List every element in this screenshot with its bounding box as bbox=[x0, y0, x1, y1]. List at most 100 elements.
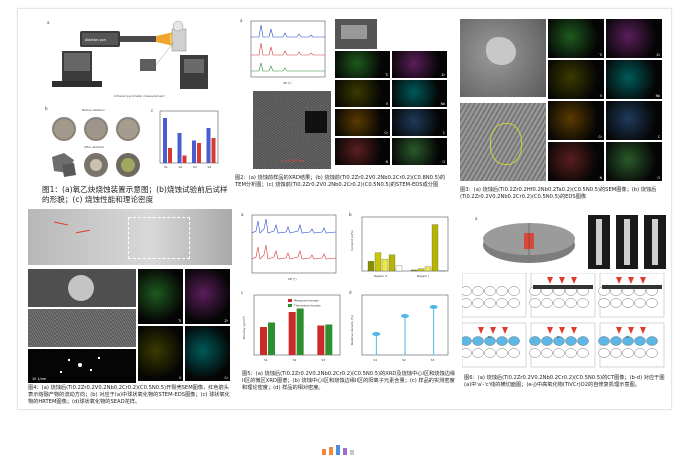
fig1c-tick-label: S4 bbox=[208, 165, 212, 169]
fig2-panel: a 2θ (°) d = 0.257 nm Ti Zr V Nb Cr C N O 图2：(a… bbox=[231, 15, 453, 211]
fig1b-samples: b Before ablation After ablation bbox=[45, 106, 140, 177]
fig6-grain bbox=[646, 298, 658, 308]
fig6-grain bbox=[462, 336, 472, 346]
fig6-grain bbox=[634, 298, 646, 308]
fig1c-tick-label: S2 bbox=[179, 165, 183, 169]
fig2a-xrd-chart: a 2θ (°) bbox=[240, 18, 326, 85]
eds-map-o: O bbox=[606, 142, 662, 181]
fig4c-hrtem-image bbox=[28, 309, 136, 347]
fig2a-xrd-trace-mid bbox=[251, 42, 325, 56]
fig5b-bar-nb bbox=[431, 224, 439, 272]
fig3-eds-maps: Ti Zr V Nb Cr C N O bbox=[548, 19, 664, 181]
eds-map-label: Ti bbox=[178, 319, 181, 323]
fig5b-bar-zr bbox=[374, 252, 382, 272]
eds-map-cr: Cr bbox=[185, 326, 230, 381]
eds-map-label: N bbox=[599, 176, 602, 180]
fig6-o2-arrow bbox=[628, 277, 634, 284]
fig6b-cross-section bbox=[588, 215, 610, 269]
fig6d-cross-section bbox=[644, 215, 666, 269]
fig6-o2-arrow bbox=[547, 277, 553, 284]
fig6-o2-arrow bbox=[502, 327, 508, 334]
svg-text:c: c bbox=[151, 108, 153, 113]
eds-map-v: V bbox=[138, 326, 183, 381]
fig6-o2-arrow bbox=[547, 327, 553, 334]
fig5c-bar bbox=[325, 324, 333, 355]
fig6-o2-label: O₂ bbox=[626, 335, 630, 339]
fig6-o2-arrow bbox=[616, 277, 622, 284]
fig3a-sem-image bbox=[460, 19, 546, 97]
figure-sheet: a Ablation gun Infrared pyrometer measur… bbox=[17, 8, 672, 410]
fig5d-point bbox=[429, 305, 438, 309]
fig1c-tick-label: S3 bbox=[193, 165, 197, 169]
fig2a-xlabel: 2θ (°) bbox=[283, 81, 292, 85]
fig6-panel: a O₂O₂O₂O₂O₂ 图6：(a) 烧蚀后(Ti0.2Zr0.2V0.2Nb… bbox=[458, 211, 670, 407]
pager-dot[interactable] bbox=[322, 449, 326, 455]
fig6-o2-label: O₂ bbox=[488, 335, 492, 339]
fig5d-tick-label: S2 bbox=[402, 358, 406, 362]
fig6c-cross-section bbox=[616, 215, 638, 269]
svg-text:a: a bbox=[475, 216, 478, 221]
eds-map-ti: Ti bbox=[138, 269, 183, 324]
eds-map-v: V bbox=[548, 60, 604, 99]
fig5c-bar bbox=[288, 312, 296, 355]
fig1c-bar bbox=[177, 133, 182, 163]
fig1c-bar bbox=[206, 128, 211, 163]
panel-letter: d bbox=[349, 290, 352, 295]
fig5b-bar-ti bbox=[367, 261, 375, 272]
pager-dot[interactable] bbox=[329, 447, 333, 455]
fig6-grain bbox=[634, 348, 646, 358]
panel-letter: c bbox=[241, 290, 243, 295]
fig2c-stem-image bbox=[335, 19, 377, 49]
eds-map-c: C bbox=[392, 109, 447, 136]
fig5d-tick-label: S1 bbox=[373, 358, 377, 362]
fig5c-legend-label: Theoretical density bbox=[293, 304, 321, 308]
fig5d-ylabel: Relative density (%) bbox=[350, 315, 354, 345]
fig6-grain bbox=[484, 336, 496, 346]
fig4b-eds-maps: Ti Zr V Cr bbox=[138, 269, 232, 383]
fig1-ablation-gun-label: Ablation gun bbox=[85, 38, 106, 42]
fig6-grain bbox=[598, 336, 610, 346]
eds-map-n: N bbox=[548, 142, 604, 181]
fig2c-eds-maps: Ti Zr V Nb Cr C N O bbox=[335, 51, 449, 169]
fig5c-bar bbox=[268, 322, 275, 355]
fig6-o2-label: O₂ bbox=[557, 335, 561, 339]
fig6-grain bbox=[508, 348, 520, 358]
pager-dot[interactable] bbox=[336, 445, 340, 455]
eds-map-label: V bbox=[599, 94, 602, 98]
eds-map-label: Ti bbox=[385, 73, 388, 77]
fig5b-tick-label: Region I bbox=[417, 274, 429, 278]
eds-map-label: Zr bbox=[224, 319, 229, 323]
fig5a-xlabel: 2θ (°) bbox=[288, 277, 297, 281]
fig6-grain bbox=[577, 348, 589, 358]
fig6-o2-arrow bbox=[490, 327, 496, 334]
fig6-grain bbox=[610, 298, 622, 308]
eds-map-label: Nb bbox=[440, 102, 445, 106]
pager-dot[interactable] bbox=[350, 450, 354, 455]
fig5c-bar bbox=[260, 327, 267, 355]
fig2a-xrd-trace-bottom bbox=[251, 62, 325, 72]
fig6a-ct-image: a bbox=[475, 216, 575, 263]
fig3-caption: 图3：(a) 烧蚀后(Ti0.2Zr0.2Hf0.2Nb0.2Ta0.2)(C0… bbox=[460, 187, 657, 201]
fig5c-tick-label: S2 bbox=[293, 358, 297, 362]
eds-map-o: O bbox=[392, 138, 447, 165]
eds-map-nb: Nb bbox=[392, 80, 447, 107]
fig6-grain bbox=[529, 348, 541, 358]
fig6-grain bbox=[553, 348, 565, 358]
fig5a-xrd-chart: a 2θ (°) bbox=[241, 212, 337, 281]
fig6-grain bbox=[622, 348, 634, 358]
fig5c-ylabel: Density (g/cm³) bbox=[242, 316, 246, 339]
fig5c-tick-label: S3 bbox=[321, 358, 325, 362]
fig4a-sem-image bbox=[28, 209, 232, 265]
fig5c-legend-swatch bbox=[288, 299, 292, 302]
fig5b-ylabel: Content (at%) bbox=[350, 230, 354, 251]
fig6-grain bbox=[541, 298, 553, 308]
fig5d-point bbox=[401, 314, 409, 318]
eds-map-v: V bbox=[335, 80, 390, 107]
fig6-grain bbox=[472, 298, 484, 308]
pager-dot[interactable] bbox=[343, 448, 347, 455]
fig5b-bar-zr bbox=[417, 268, 425, 272]
fig6-o2-arrow bbox=[571, 277, 577, 284]
fig4-caption: 图4：(a) 烧蚀后(Ti0.2Zr0.2V0.2Nb0.2Cr0.2)(C0.… bbox=[28, 385, 230, 406]
fig5c-tick-label: S1 bbox=[264, 358, 268, 362]
fig5c-bar bbox=[296, 308, 304, 355]
